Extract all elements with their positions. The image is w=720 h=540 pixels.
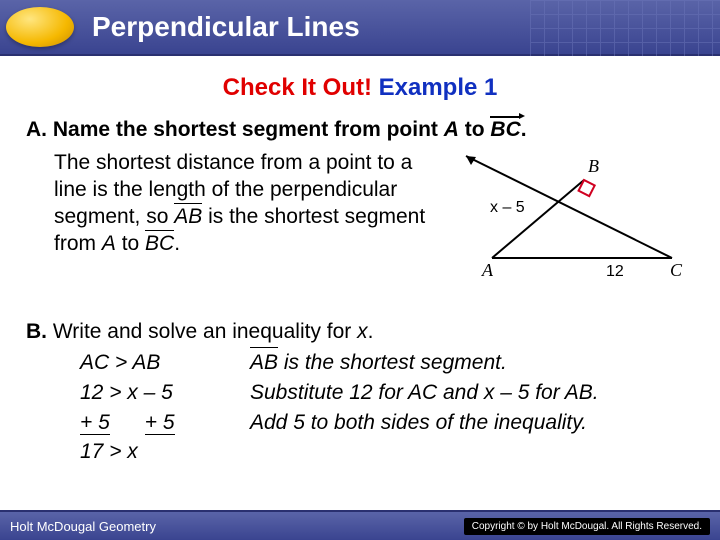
work-2-left: 12 > x – 5 <box>80 378 250 408</box>
subtitle-blue: Example 1 <box>372 74 497 101</box>
footer-copyright: Copyright © by Holt McDougal. All Rights… <box>464 518 710 535</box>
triangle-diagram: B A C x – 5 12 <box>456 150 686 300</box>
part-a-text-2: to <box>459 118 491 141</box>
page-title: Perpendicular Lines <box>92 11 360 43</box>
header-bar: Perpendicular Lines <box>0 0 720 56</box>
footer-brand: Holt McDougal Geometry <box>10 519 156 534</box>
work-table: AC > AB AB is the shortest segment. 12 >… <box>80 348 694 467</box>
work-3-left: + 5 + 5 <box>80 408 250 438</box>
work-3-right: Add 5 to both sides of the inequality. <box>250 408 587 438</box>
work-4-left: 17 > x <box>80 437 250 467</box>
part-a-explanation: The shortest distance from a point to a … <box>54 150 444 258</box>
part-a-point-a: A <box>444 118 459 141</box>
subtitle-red: Check It Out! <box>223 74 372 101</box>
part-a-question: A. Name the shortest segment from point … <box>0 102 720 142</box>
footer-bar: Holt McDougal Geometry Copyright © by Ho… <box>0 510 720 540</box>
part-b-question: Write and solve an inequality for x. <box>53 320 374 343</box>
work-2-right: Substitute 12 for AC and x – 5 for AB. <box>250 378 599 408</box>
part-a-text-1: Name the shortest segment from point <box>53 118 444 141</box>
part-b-section: B. Write and solve an inequality for x. … <box>0 300 720 467</box>
work-row-4: 17 > x <box>80 437 694 467</box>
label-b: B <box>588 156 599 176</box>
header-grid-decoration <box>530 0 720 56</box>
work-row-1: AC > AB AB is the shortest segment. <box>80 348 694 378</box>
work-row-3: + 5 + 5 Add 5 to both sides of the inequ… <box>80 408 694 438</box>
diagram-svg: B A C x – 5 12 <box>456 150 686 300</box>
work-row-2: 12 > x – 5 Substitute 12 for AC and x – … <box>80 378 694 408</box>
part-b-label: B. <box>26 320 47 343</box>
part-a-line-bc: BC <box>490 118 520 141</box>
label-a: A <box>481 260 494 280</box>
part-a-body: The shortest distance from a point to a … <box>0 142 720 300</box>
work-1-left: AC > AB <box>80 348 250 378</box>
subtitle: Check It Out! Example 1 <box>0 74 720 102</box>
label-c: C <box>670 260 683 280</box>
work-1-right: AB is the shortest segment. <box>250 348 507 378</box>
part-a-text-3: . <box>521 118 527 141</box>
header-oval-logo <box>6 7 74 47</box>
label-x-minus-5: x – 5 <box>490 199 525 216</box>
label-12: 12 <box>606 263 624 280</box>
part-a-label: A. <box>26 118 47 141</box>
